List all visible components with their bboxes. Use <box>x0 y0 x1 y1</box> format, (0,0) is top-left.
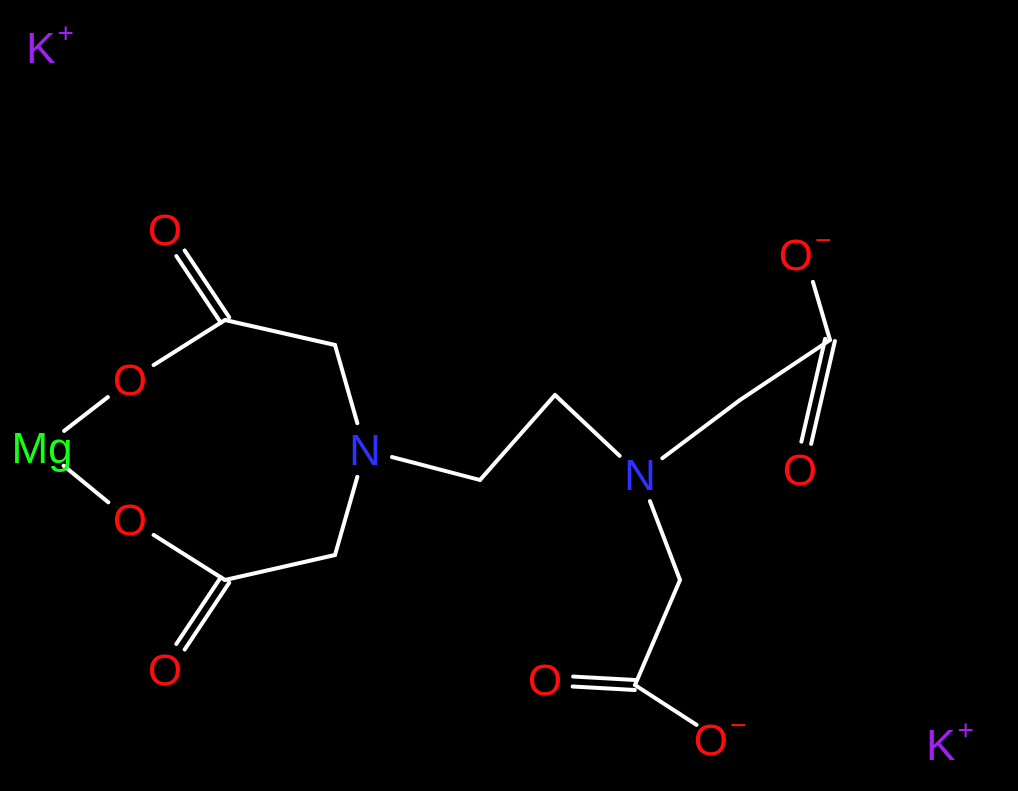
bond <box>185 583 229 650</box>
atom-o: O− <box>779 224 832 279</box>
bond <box>335 477 357 555</box>
bond <box>555 395 620 456</box>
atom-o: O <box>113 496 147 545</box>
bond <box>154 535 225 580</box>
atom-o: O <box>148 646 182 695</box>
bond <box>392 457 480 480</box>
atom-k: K+ <box>26 17 74 72</box>
bond <box>176 577 220 644</box>
atom-o: O <box>148 206 182 255</box>
bond <box>225 555 335 580</box>
atom-mg: Mg <box>11 424 72 473</box>
bond <box>662 400 740 458</box>
bond <box>154 320 225 365</box>
atom-o: O <box>113 356 147 405</box>
bond <box>813 282 830 340</box>
atom-o: O <box>528 656 562 705</box>
bond <box>650 501 680 580</box>
bond <box>176 256 220 323</box>
bond <box>573 687 635 690</box>
molecule-diagram: K+ K+ Mg O O O O N N O O− O O− <box>0 0 1018 791</box>
bond <box>335 345 357 423</box>
atom-n: N <box>624 451 656 500</box>
bond <box>635 580 680 685</box>
bond <box>635 685 696 725</box>
atom-o: O− <box>694 709 747 764</box>
atom-n: N <box>349 426 381 475</box>
atom-k: K+ <box>926 714 974 769</box>
bond <box>480 395 555 480</box>
bond <box>573 677 635 680</box>
bond <box>185 251 229 318</box>
atom-o: O <box>783 446 817 495</box>
bond <box>225 320 335 345</box>
